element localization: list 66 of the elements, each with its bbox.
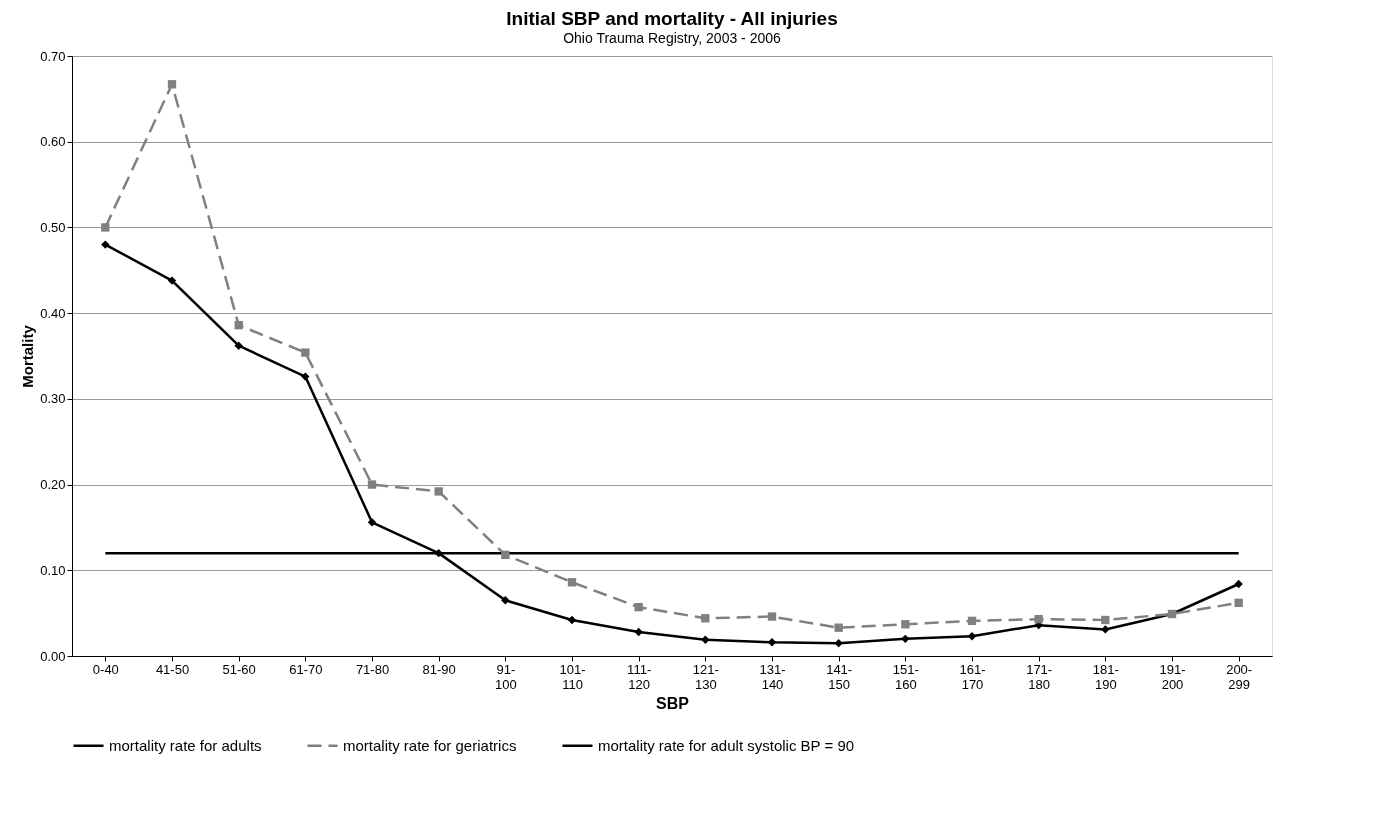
y-tick-label: 0.60	[40, 134, 66, 150]
point	[434, 548, 443, 558]
point	[634, 627, 643, 637]
x-tick-label: 41-50	[155, 661, 190, 677]
x-tick-label: 200-299	[1226, 661, 1253, 692]
x-tick-label: 111-120	[627, 661, 652, 692]
point	[767, 638, 777, 647]
point	[901, 634, 910, 644]
point	[701, 614, 710, 623]
y-tick-label: 0.20	[40, 477, 66, 493]
x-tick-label: 131-140	[759, 661, 786, 692]
point	[167, 276, 177, 285]
y-tick-label: 0.10	[40, 562, 66, 578]
point	[967, 616, 977, 626]
point	[1034, 614, 1043, 624]
x-tick-label: 91-100	[494, 661, 517, 692]
point	[234, 320, 243, 330]
point	[1234, 598, 1243, 608]
y-tick-label: 0.50	[40, 219, 66, 235]
x-tick-label: 141-150	[826, 661, 853, 692]
point	[101, 240, 110, 249]
point	[901, 620, 910, 629]
legend-label: mortality rate for geriatrics	[343, 736, 517, 754]
point	[367, 518, 377, 527]
x-tick-label: 61-70	[289, 661, 323, 677]
point	[367, 480, 377, 489]
x-tick-label: 51-60	[222, 661, 256, 677]
legend-label: mortality rate for adult systolic BP = 90	[598, 736, 855, 754]
point	[234, 341, 243, 350]
point	[501, 550, 510, 560]
point	[767, 612, 777, 621]
point	[834, 623, 843, 632]
point	[1101, 625, 1110, 634]
y-tick-label: 0.00	[40, 648, 66, 664]
x-tick-label: 161-170	[959, 661, 986, 692]
point	[1101, 615, 1110, 625]
y-tick-label: 0.40	[40, 305, 66, 321]
point	[301, 372, 310, 381]
x-tick-label: 151-160	[892, 661, 919, 692]
y-axis-title: Mortality	[19, 324, 37, 388]
point	[567, 615, 577, 625]
x-tick-label: 121-130	[692, 661, 719, 692]
x-tick-label: 191-200	[1159, 661, 1186, 692]
point	[501, 596, 510, 605]
y-tick-label: 0.30	[40, 391, 66, 407]
point	[834, 638, 843, 648]
x-tick-label: 101-110	[559, 661, 586, 692]
chart-subtitle: Ohio Trauma Registry, 2003 - 2006	[563, 30, 782, 46]
point	[701, 635, 710, 644]
y-tick-label: 0.70	[40, 48, 66, 64]
x-tick-label: 181-190	[1092, 661, 1119, 692]
legend-label: mortality rate for adults	[109, 736, 262, 754]
point	[1234, 579, 1243, 589]
point	[967, 632, 977, 641]
point	[167, 80, 177, 89]
x-tick-label: 81-90	[422, 661, 456, 677]
x-tick-label: 171-180	[1026, 661, 1053, 692]
x-tick-label: 71-80	[355, 661, 390, 677]
point	[634, 602, 643, 612]
x-axis-title: SBP	[656, 694, 690, 712]
chart-title: Initial SBP and mortality - All injuries	[506, 8, 838, 29]
x-tick-label: 0-40	[92, 661, 119, 677]
point	[434, 487, 443, 496]
point	[567, 578, 577, 587]
point	[101, 223, 110, 232]
point	[301, 348, 310, 357]
